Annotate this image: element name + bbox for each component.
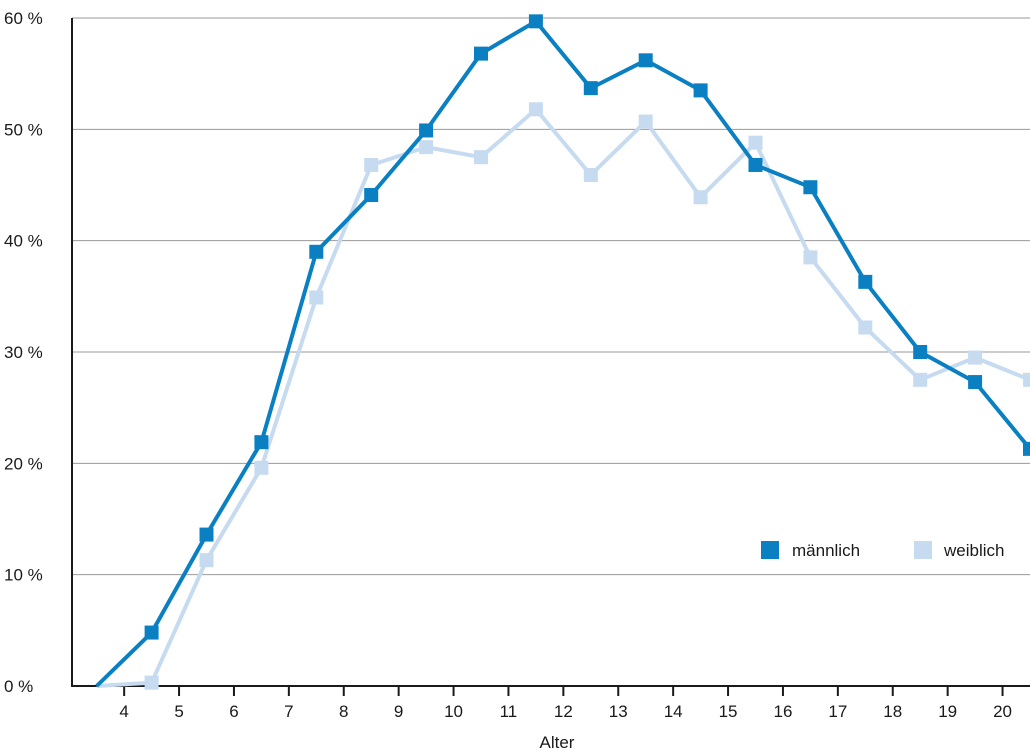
axes: 0 % 10 % 20 % 30 % 40 % 50 % 60 % 4 5 6 7 8 9 10 11 12 1… bbox=[4, 9, 1030, 751]
x-tick-label: 4 bbox=[119, 702, 128, 721]
data-point bbox=[419, 123, 434, 138]
legend: männlich weiblich bbox=[761, 541, 1004, 560]
data-point bbox=[474, 150, 489, 165]
legend-label: weiblich bbox=[943, 541, 1004, 560]
x-tick-label: 16 bbox=[773, 702, 792, 721]
data-point bbox=[364, 157, 379, 172]
data-point bbox=[309, 244, 324, 259]
x-tick-label: 5 bbox=[174, 702, 183, 721]
x-tick-label: 7 bbox=[284, 702, 293, 721]
data-point bbox=[858, 274, 873, 289]
y-tick-label: 20 % bbox=[4, 454, 43, 473]
x-tick-label: 17 bbox=[828, 702, 847, 721]
data-point bbox=[693, 190, 708, 205]
x-tick-label: 12 bbox=[554, 702, 573, 721]
data-point bbox=[583, 81, 598, 96]
legend-swatch bbox=[761, 541, 779, 559]
x-tick-label: 11 bbox=[500, 702, 518, 721]
data-point bbox=[474, 46, 489, 61]
data-point bbox=[913, 372, 928, 387]
data-point bbox=[638, 114, 653, 129]
data-point bbox=[583, 167, 598, 182]
x-tick-label: 6 bbox=[229, 702, 238, 721]
x-tick-label: 8 bbox=[339, 702, 348, 721]
x-axis-title: Alter bbox=[540, 733, 575, 751]
y-tick-label: 30 % bbox=[4, 343, 43, 362]
data-point bbox=[858, 320, 873, 335]
legend-label: männlich bbox=[792, 541, 860, 560]
x-tick-label: 13 bbox=[609, 702, 628, 721]
x-tick-label: 9 bbox=[394, 702, 403, 721]
x-tick-label: 14 bbox=[664, 702, 683, 721]
x-tick-label: 19 bbox=[938, 702, 957, 721]
data-point bbox=[803, 250, 818, 265]
series-line-weiblich bbox=[96, 107, 1030, 688]
legend-swatch bbox=[914, 541, 932, 559]
data-point bbox=[1023, 372, 1030, 387]
data-point bbox=[1023, 441, 1030, 456]
y-tick-label: 0 % bbox=[4, 677, 33, 696]
x-tick-label: 20 bbox=[993, 702, 1012, 721]
data-point bbox=[913, 345, 928, 359]
data-point bbox=[144, 675, 159, 690]
data-point bbox=[803, 180, 818, 195]
data-point bbox=[199, 553, 214, 568]
data-point bbox=[968, 350, 983, 365]
x-tick-label: 18 bbox=[883, 702, 902, 721]
x-tick-label: 10 bbox=[444, 702, 463, 721]
y-tick-label: 60 % bbox=[4, 9, 43, 28]
data-point bbox=[748, 157, 763, 172]
series-lines bbox=[95, 14, 1030, 690]
y-tick-label: 50 % bbox=[4, 120, 43, 139]
data-point bbox=[309, 290, 324, 305]
series-line-maennlich bbox=[95, 19, 1030, 688]
data-point bbox=[748, 135, 763, 150]
data-point bbox=[254, 460, 269, 475]
data-point bbox=[199, 527, 214, 542]
data-point bbox=[693, 83, 708, 98]
gridlines bbox=[72, 17, 1030, 576]
x-tick-label: 15 bbox=[719, 702, 738, 721]
y-tick-label: 10 % bbox=[4, 566, 43, 585]
data-point bbox=[419, 140, 434, 155]
y-tick-label: 40 % bbox=[4, 232, 43, 251]
data-point bbox=[528, 102, 543, 117]
data-point bbox=[254, 435, 269, 450]
data-point bbox=[364, 188, 379, 203]
data-point bbox=[528, 14, 543, 29]
data-point bbox=[968, 375, 983, 390]
data-point bbox=[144, 625, 159, 640]
data-point bbox=[638, 53, 653, 68]
